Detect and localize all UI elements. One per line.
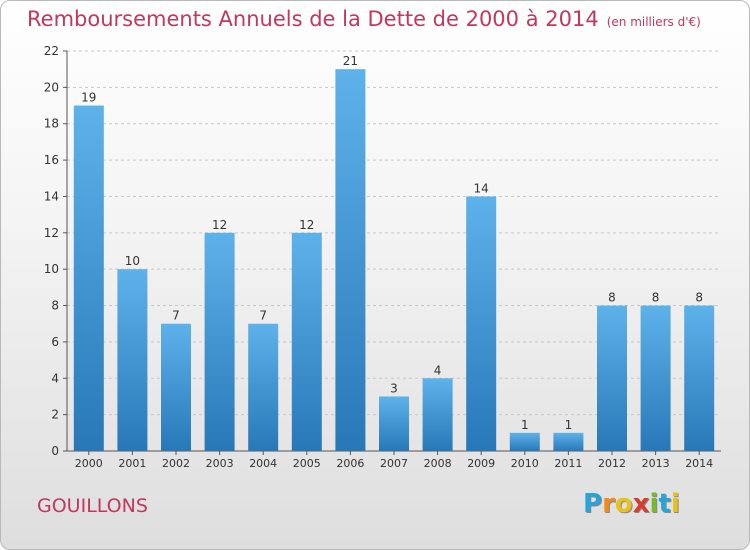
x-tick-label: 2012: [598, 457, 626, 470]
bar: [117, 269, 148, 451]
y-tick-label: 12: [44, 226, 59, 240]
commune-name: GOUILLONS: [37, 495, 148, 517]
y-tick-label: 20: [44, 80, 59, 94]
y-tick-label: 22: [44, 44, 59, 58]
y-tick-label: 14: [44, 189, 59, 203]
bar: [73, 105, 104, 451]
logo-letter: P: [583, 489, 603, 519]
x-tick-label: 2006: [336, 457, 364, 470]
data-label: 3: [390, 381, 398, 395]
bar: [379, 396, 409, 451]
x-tick-label: 2008: [424, 457, 452, 470]
x-tick-label: 2011: [554, 457, 582, 470]
chart-subtitle: (en milliers d'€): [606, 15, 701, 29]
data-label: 21: [343, 54, 358, 68]
x-tick-label: 2004: [249, 457, 277, 470]
bar: [509, 432, 540, 451]
x-tick-label: 2013: [642, 457, 670, 470]
bar: [553, 432, 584, 451]
proxiti-logo: Proxiti: [583, 489, 680, 519]
data-label: 8: [608, 291, 616, 305]
x-tick-label: 2009: [467, 457, 495, 470]
logo-letter: i: [670, 489, 680, 519]
bar: [466, 196, 497, 451]
chart-title: Remboursements Annuels de la Dette de 20…: [27, 7, 701, 31]
bar: [422, 378, 453, 451]
y-tick-label: 8: [51, 299, 59, 313]
data-label: 12: [212, 218, 227, 232]
x-tick-label: 2007: [380, 457, 408, 470]
x-tick-label: 2010: [511, 457, 539, 470]
x-tick-label: 2003: [206, 457, 234, 470]
data-label: 7: [259, 309, 267, 323]
data-label: 4: [434, 363, 442, 377]
logo-letter: t: [658, 489, 671, 519]
x-tick-label: 2014: [685, 457, 713, 470]
bar: [161, 323, 191, 451]
logo-letter: x: [632, 489, 650, 519]
y-tick-label: 6: [51, 335, 59, 349]
bar: [204, 232, 235, 451]
data-label: 1: [565, 418, 573, 432]
logo-letter: i: [649, 489, 659, 519]
bar: [291, 232, 322, 451]
bar: [640, 305, 671, 451]
x-tick-label: 2002: [162, 457, 190, 470]
data-label: 14: [474, 181, 489, 195]
bar: [684, 305, 715, 451]
x-tick-label: 2000: [75, 457, 103, 470]
bar: [248, 323, 279, 451]
y-tick-label: 18: [44, 117, 59, 131]
y-tick-label: 2: [51, 408, 59, 422]
data-label: 1: [521, 418, 529, 432]
logo-letter: r: [602, 489, 615, 519]
logo-letter: o: [614, 489, 633, 519]
data-label: 7: [172, 309, 180, 323]
y-tick-label: 4: [51, 371, 59, 385]
x-tick-label: 2001: [118, 457, 146, 470]
data-label: 10: [125, 254, 140, 268]
data-label: 8: [695, 291, 703, 305]
y-tick-label: 16: [44, 153, 59, 167]
x-tick-label: 2005: [293, 457, 321, 470]
bar: [335, 69, 366, 451]
y-tick-label: 0: [51, 444, 59, 458]
title-text: Remboursements Annuels de la Dette de 20…: [27, 7, 599, 31]
y-tick-label: 10: [44, 262, 59, 276]
bar: [597, 305, 627, 451]
data-label: 8: [652, 291, 660, 305]
data-label: 12: [299, 218, 314, 232]
data-label: 19: [81, 91, 96, 105]
